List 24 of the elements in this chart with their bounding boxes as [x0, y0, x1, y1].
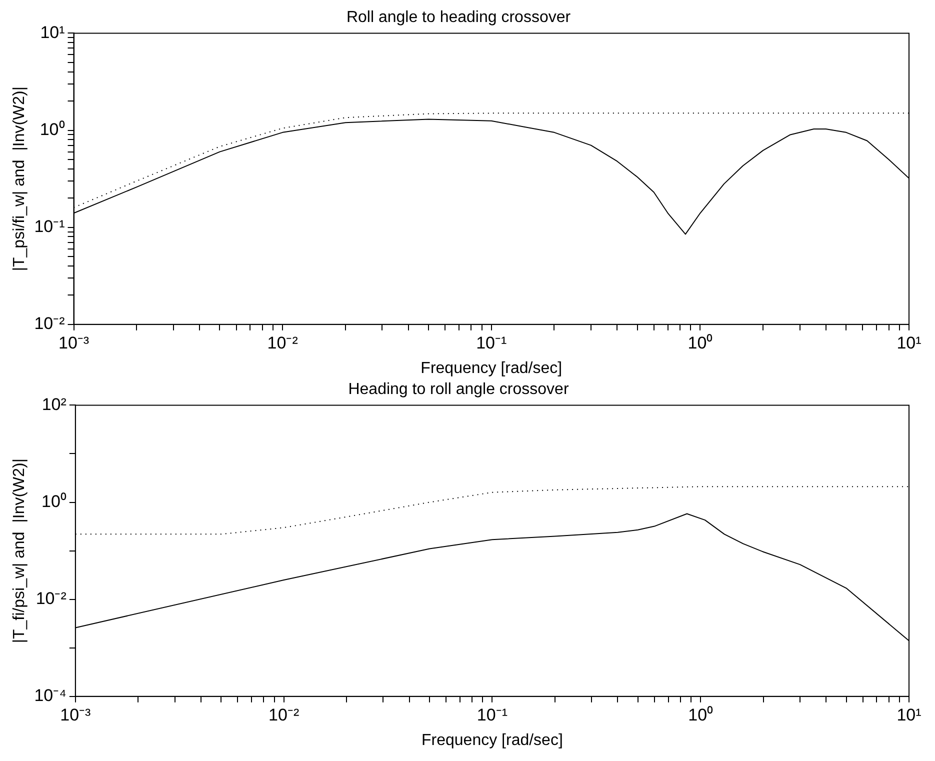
y-tick-label: 10⁰ — [41, 492, 66, 511]
x-tick-label: 10¹ — [896, 705, 922, 724]
y-tick-label: 10⁻¹ — [34, 217, 66, 236]
y-tick-label: 10⁰ — [40, 120, 65, 139]
x-tick-label: 10⁻² — [267, 333, 298, 352]
x-tick-label: 10⁻¹ — [476, 333, 508, 352]
chart-title: Heading to roll angle crossover — [348, 381, 570, 398]
x-tick-label: 10⁻² — [268, 705, 300, 724]
y-tick-label: 10¹ — [40, 22, 66, 42]
x-tick-label: 10⁰ — [688, 333, 713, 352]
x-axis-title: Frequency [rad/sec] — [422, 732, 563, 749]
x-tick-label: 10¹ — [896, 333, 922, 352]
y-tick-label: 10⁻² — [36, 589, 67, 608]
x-tick-label: 10⁰ — [688, 705, 714, 724]
x-tick-label: 10⁻¹ — [476, 705, 508, 724]
y-tick-label: 10⁻² — [34, 314, 66, 334]
y-tick-label: 10⁻⁴ — [34, 686, 66, 706]
chart-title: Roll angle to heading crossover — [346, 9, 572, 26]
x-tick-label: 10⁻³ — [60, 705, 92, 724]
x-tick-label: 10⁻³ — [58, 333, 90, 352]
y-axis-title: |T_psi/fi_w| and |Inv(W2)| — [11, 86, 28, 272]
y-tick-label: 10² — [42, 394, 67, 414]
x-axis-title: Frequency [rad/sec] — [420, 360, 562, 377]
y-axis-title: |T_fi/psi_w| and |Inv(W2)| — [11, 458, 28, 644]
